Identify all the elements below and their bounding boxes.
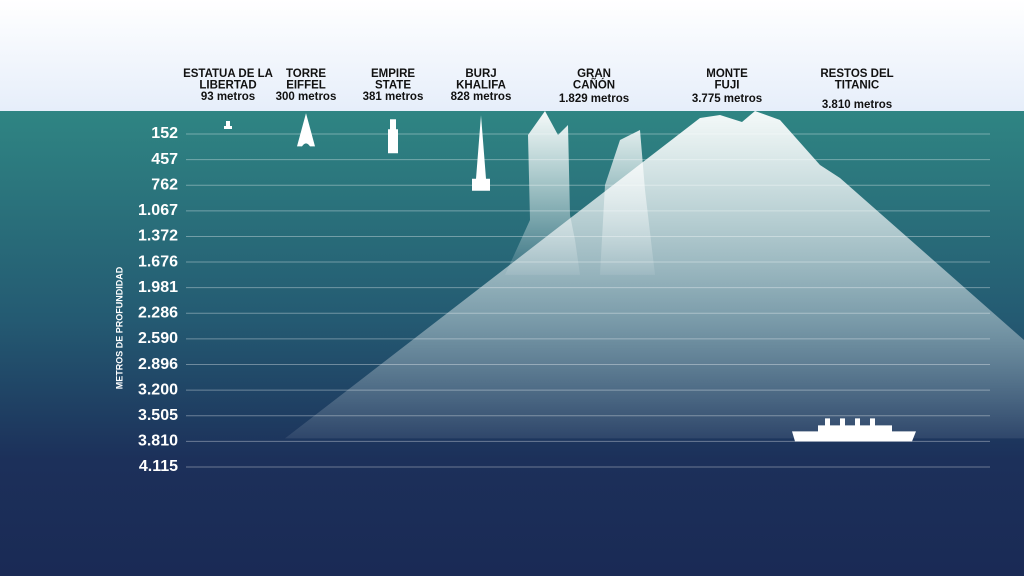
landmark-height: 3.810 metros xyxy=(822,99,892,111)
tick-label: 1.372 xyxy=(138,228,178,245)
landmark-height: 828 metros xyxy=(451,91,512,103)
empire-state xyxy=(388,113,398,154)
landmark-name: TORRE xyxy=(286,68,326,80)
landmark-name: KHALIFA xyxy=(456,80,506,92)
tick-label: 3.505 xyxy=(138,407,178,424)
tick-label: 2.286 xyxy=(138,305,178,322)
landmark-name: GRAN xyxy=(577,68,611,80)
tick-label: 2.896 xyxy=(138,356,178,373)
landmark-name: ESTATUA DE LA xyxy=(183,68,273,80)
landmark-name: TITANIC xyxy=(835,80,880,92)
tick-label: 457 xyxy=(151,151,178,168)
landmark-name: RESTOS DEL xyxy=(820,68,893,80)
tick-label: 3.810 xyxy=(138,433,178,450)
landmark-name: CAÑÓN xyxy=(573,79,615,92)
tick-label: 1.676 xyxy=(138,253,178,270)
landmark-height: 93 metros xyxy=(201,91,255,103)
sky xyxy=(0,0,1024,111)
landmark-height: 381 metros xyxy=(363,91,424,103)
tick-label: 152 xyxy=(151,125,178,142)
statue xyxy=(224,121,232,130)
landmark-name: FUJI xyxy=(715,80,740,92)
tick-label: 3.200 xyxy=(138,381,178,398)
landmark-name: BURJ xyxy=(465,68,496,80)
landmark-name: LIBERTAD xyxy=(199,80,256,92)
axis-label: METROS DE PROFUNDIDAD xyxy=(114,266,124,389)
tick-label: 762 xyxy=(151,176,178,193)
landmark-height: 1.829 metros xyxy=(559,93,629,105)
landmark-name: EMPIRE xyxy=(371,68,415,80)
eiffel-tower xyxy=(297,113,315,147)
landmark-name: STATE xyxy=(375,80,411,92)
tick-label: 4.115 xyxy=(139,458,178,475)
mount-fuji xyxy=(285,111,1024,439)
tick-label: 1.067 xyxy=(138,202,178,219)
landmarks xyxy=(224,111,1024,442)
tick-label: 1.981 xyxy=(138,279,178,296)
landmark-name: EIFFEL xyxy=(286,80,326,92)
landmark-name: MONTE xyxy=(706,68,748,80)
landmark-height: 300 metros xyxy=(276,91,337,103)
landmark-height: 3.775 metros xyxy=(692,93,762,105)
tick-label: 2.590 xyxy=(138,330,178,347)
burj-khalifa xyxy=(472,115,490,191)
titanic xyxy=(792,418,916,442)
